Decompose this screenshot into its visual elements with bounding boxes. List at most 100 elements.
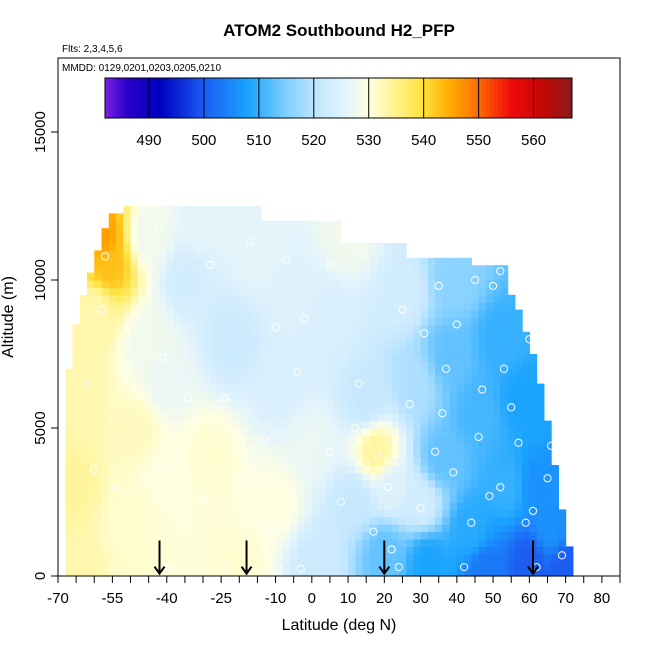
heatmap-cell bbox=[87, 317, 95, 325]
heatmap-cell bbox=[406, 309, 414, 318]
heatmap-cell bbox=[471, 457, 480, 466]
heatmap-cell bbox=[485, 398, 494, 407]
heatmap-cell bbox=[304, 243, 313, 251]
heatmap-cell bbox=[304, 539, 313, 547]
heatmap-cell bbox=[166, 494, 175, 503]
heatmap-cell bbox=[108, 524, 117, 533]
heatmap-cell bbox=[87, 546, 95, 555]
colorbar-segment bbox=[112, 78, 118, 118]
sample-circle bbox=[383, 483, 393, 492]
heatmap-cell bbox=[130, 287, 139, 296]
heatmap-cell bbox=[246, 383, 255, 392]
heatmap-cell bbox=[275, 250, 284, 259]
heatmap-cell bbox=[261, 220, 269, 229]
heatmap-cell bbox=[137, 391, 146, 399]
heatmap-cell bbox=[159, 465, 168, 473]
heatmap-cell bbox=[87, 361, 95, 370]
heatmap-cell bbox=[427, 309, 436, 318]
heatmap-cell bbox=[232, 243, 240, 251]
heatmap-cell bbox=[217, 213, 226, 222]
heatmap-cell bbox=[377, 509, 385, 518]
flights-note: Flts: 2,3,4,5,6 bbox=[62, 44, 123, 55]
heatmap-cell bbox=[152, 368, 161, 377]
heatmap-cell bbox=[391, 250, 400, 259]
heatmap-cell bbox=[203, 383, 211, 392]
heatmap-cell bbox=[464, 331, 472, 340]
x-tick-label: -10 bbox=[265, 590, 287, 607]
heatmap-cell bbox=[203, 405, 211, 414]
y-tick-label: 15000 bbox=[32, 111, 49, 153]
heatmap-cell bbox=[224, 465, 233, 473]
heatmap-cell bbox=[319, 398, 327, 407]
heatmap-cell bbox=[137, 220, 146, 229]
heatmap-cell bbox=[253, 376, 262, 385]
heatmap-cell bbox=[145, 287, 153, 296]
heatmap-cell bbox=[108, 287, 117, 296]
heatmap-cell bbox=[203, 376, 211, 385]
heatmap-cell bbox=[514, 309, 523, 318]
heatmap-cell bbox=[406, 561, 414, 570]
heatmap-cell bbox=[348, 257, 356, 266]
heatmap-cell bbox=[166, 272, 175, 281]
heatmap-cell bbox=[377, 302, 385, 311]
heatmap-cell bbox=[181, 376, 190, 385]
heatmap-cell bbox=[145, 442, 153, 451]
heatmap-cell bbox=[355, 472, 364, 481]
heatmap-cell bbox=[311, 502, 320, 510]
heatmap-cell bbox=[174, 398, 182, 407]
heatmap-cell bbox=[145, 331, 153, 340]
heatmap-cell bbox=[413, 553, 422, 562]
heatmap-cell bbox=[210, 502, 219, 510]
colorbar-segment bbox=[295, 78, 301, 118]
heatmap-cell bbox=[181, 413, 190, 422]
heatmap-cell bbox=[369, 487, 378, 496]
heatmap-cell bbox=[442, 398, 451, 407]
heatmap-cell bbox=[137, 494, 146, 503]
heatmap-cell bbox=[217, 368, 226, 377]
heatmap-cell bbox=[275, 317, 284, 325]
heatmap-cell bbox=[246, 324, 255, 333]
heatmap-cell bbox=[203, 243, 211, 251]
heatmap-cell bbox=[94, 472, 103, 481]
heatmap-cell bbox=[145, 494, 153, 503]
heatmap-cell bbox=[232, 509, 240, 518]
colorbar-segment bbox=[365, 78, 371, 118]
heatmap-cell bbox=[203, 354, 211, 362]
heatmap-cell bbox=[290, 450, 298, 459]
heatmap-cell bbox=[326, 539, 335, 547]
heatmap-cell bbox=[311, 302, 320, 311]
heatmap-cell bbox=[319, 435, 327, 444]
heatmap-cell bbox=[210, 435, 219, 444]
heatmap-cell bbox=[493, 272, 501, 281]
heatmap-cell bbox=[174, 546, 182, 555]
heatmap-cell bbox=[253, 561, 262, 570]
heatmap-cell bbox=[297, 420, 306, 429]
heatmap-cell bbox=[471, 339, 480, 348]
heatmap-cell bbox=[507, 413, 516, 422]
heatmap-cell bbox=[261, 516, 269, 525]
heatmap-cell bbox=[268, 272, 277, 281]
heatmap-cell bbox=[79, 465, 88, 473]
heatmap-cell bbox=[108, 435, 117, 444]
heatmap-cell bbox=[217, 465, 226, 473]
heatmap-cell bbox=[464, 294, 472, 303]
heatmap-cell bbox=[456, 428, 465, 436]
heatmap-cell bbox=[130, 346, 139, 355]
heatmap-cell bbox=[500, 524, 509, 533]
heatmap-cell bbox=[65, 428, 74, 436]
heatmap-cell bbox=[217, 428, 226, 436]
heatmap-cell bbox=[507, 339, 516, 348]
heatmap-cell bbox=[478, 280, 487, 288]
heatmap-cell bbox=[87, 472, 95, 481]
heatmap-cell bbox=[493, 494, 501, 503]
heatmap-cell bbox=[485, 309, 494, 318]
heatmap-cell bbox=[152, 265, 161, 274]
heatmap-cell bbox=[217, 331, 226, 340]
heatmap-cell bbox=[195, 302, 204, 311]
x-tick-label: 20 bbox=[376, 590, 393, 607]
heatmap-cell bbox=[239, 457, 248, 466]
heatmap-cell bbox=[478, 405, 487, 414]
heatmap-cell bbox=[464, 494, 472, 503]
x-tick-label: 30 bbox=[412, 590, 429, 607]
heatmap-cell bbox=[500, 546, 509, 555]
